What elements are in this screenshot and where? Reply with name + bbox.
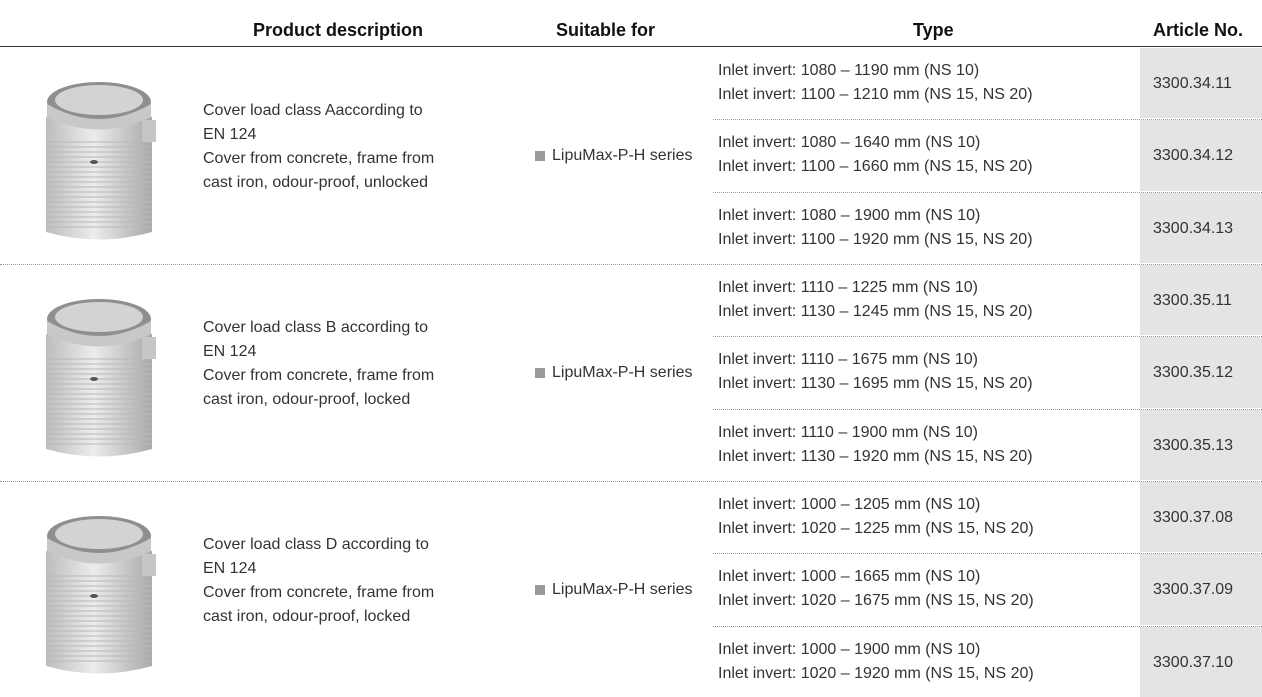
suitable-for: LipuMax-P-H series <box>552 147 693 164</box>
group-divider <box>0 264 1262 265</box>
bullet <box>535 151 545 161</box>
description-line: Cover load class D according to <box>203 536 429 553</box>
type-line: Inlet invert: 1000 – 1665 mm (NS 10) <box>718 568 981 586</box>
type-line: Inlet invert: 1100 – 1660 mm (NS 15, NS … <box>718 158 1033 176</box>
description-line: Cover from concrete, frame from <box>203 150 435 167</box>
row-divider <box>713 119 1262 121</box>
article-number: 3300.37.08 <box>1153 509 1234 527</box>
article-number: 3300.35.13 <box>1153 436 1234 454</box>
article-number: 3300.37.09 <box>1153 581 1234 599</box>
image-svg <box>46 516 156 674</box>
description-line: Cover load class Aaccording to <box>203 102 423 119</box>
description-line: Cover from concrete, frame from <box>203 367 435 384</box>
description-line: Cover load class B according to <box>203 319 428 336</box>
type-line: Inlet invert: 1020 – 1920 mm (NS 15, NS … <box>718 664 1034 682</box>
type-line: Inlet invert: 1100 – 1920 mm (NS 15, NS … <box>718 230 1033 248</box>
article-cell <box>1140 192 1262 263</box>
row-divider <box>713 408 1262 410</box>
product-image <box>34 506 164 676</box>
type-line: Inlet invert: 1110 – 1675 mm (NS 10) <box>718 351 978 369</box>
type-line: Inlet invert: 1130 – 1245 mm (NS 15, NS … <box>718 303 1033 320</box>
type-line: Inlet invert: 1080 – 1640 mm (NS 10) <box>718 134 981 152</box>
type-line: Inlet invert: 1100 – 1210 mm (NS 15, NS … <box>718 86 1033 103</box>
header-type: Type <box>913 20 954 40</box>
header-product: Product description <box>253 20 424 40</box>
type-line: Inlet invert: 1000 – 1900 mm (NS 10) <box>718 640 981 658</box>
article-cell <box>1140 626 1262 697</box>
article-cell <box>1140 337 1262 408</box>
header-article: Article No. <box>1153 20 1244 40</box>
description-line: EN 124 <box>203 560 257 577</box>
article-cell <box>1140 265 1262 336</box>
row-divider <box>713 191 1262 193</box>
image-svg <box>46 82 156 240</box>
article-cell <box>1140 482 1262 553</box>
type-line: Inlet invert: 1020 – 1225 mm (NS 15, NS … <box>718 520 1034 537</box>
description-line: cast iron, odour-proof, locked <box>203 608 411 625</box>
article-number: 3300.34.12 <box>1153 147 1234 165</box>
product-image <box>34 72 164 242</box>
suitable-for: LipuMax-P-H series <box>552 364 693 381</box>
header-suitable: Suitable for <box>556 20 656 40</box>
product-image <box>34 289 164 459</box>
suitable-for: LipuMax-P-H series <box>552 581 693 598</box>
row-divider <box>713 336 1262 338</box>
article-number: 3300.34.13 <box>1153 219 1234 237</box>
article-cell <box>1140 409 1262 480</box>
description-line: EN 124 <box>203 126 257 143</box>
description-line: EN 124 <box>203 343 257 360</box>
article-cell <box>1140 554 1262 625</box>
header-rule <box>0 46 1262 47</box>
type-line: Inlet invert: 1000 – 1205 mm (NS 10) <box>718 496 981 513</box>
type-line: Inlet invert: 1080 – 1190 mm (NS 10) <box>718 62 980 79</box>
row-divider <box>713 553 1262 555</box>
group-divider <box>0 481 1262 482</box>
article-number: 3300.35.11 <box>1153 292 1232 310</box>
article-number: 3300.35.12 <box>1153 364 1234 382</box>
type-line: Inlet invert: 1080 – 1900 mm (NS 10) <box>718 206 981 224</box>
type-line: Inlet invert: 1130 – 1695 mm (NS 15, NS … <box>718 375 1033 393</box>
description-line: Cover from concrete, frame from <box>203 584 435 601</box>
type-line: Inlet invert: 1110 – 1900 mm (NS 10) <box>718 423 978 441</box>
description-line: cast iron, odour-proof, unlocked <box>203 174 429 191</box>
row-divider <box>713 625 1262 627</box>
description-line: cast iron, odour-proof, locked <box>203 391 411 408</box>
article-cell <box>1140 120 1262 191</box>
article-number: 3300.37.10 <box>1153 653 1234 671</box>
bullet <box>535 585 545 595</box>
bullet <box>535 368 545 378</box>
article-cell <box>1140 48 1262 119</box>
article-number: 3300.34.11 <box>1153 75 1232 93</box>
type-line: Inlet invert: 1110 – 1225 mm (NS 10) <box>718 279 978 296</box>
type-line: Inlet invert: 1130 – 1920 mm (NS 15, NS … <box>718 447 1033 465</box>
image-svg <box>46 299 156 457</box>
type-line: Inlet invert: 1020 – 1675 mm (NS 15, NS … <box>718 592 1034 610</box>
